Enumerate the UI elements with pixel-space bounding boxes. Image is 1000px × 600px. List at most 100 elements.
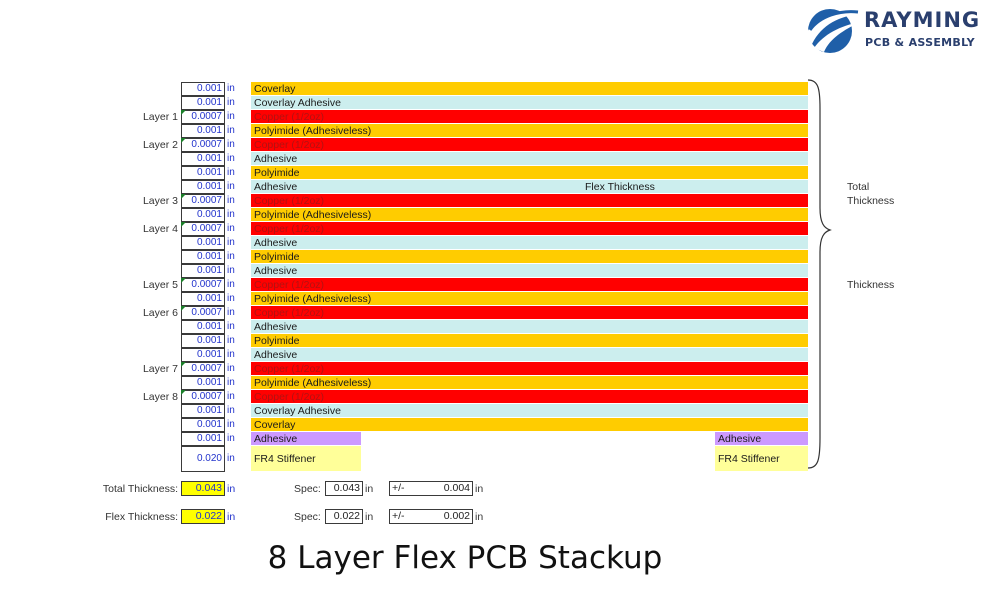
layer-thickness-value[interactable]: 0.0007	[181, 110, 225, 124]
stack-row: Layer 6 0.0007 in Copper (1/2oz)	[0, 306, 1000, 320]
layer-thickness-value[interactable]: 0.001	[181, 208, 225, 222]
stack-row: 0.001 in Adhesive	[0, 348, 1000, 362]
logo-subtitle: PCB & ASSEMBLY	[865, 36, 975, 49]
stack-row: 0.001 in Polyimide (Adhesiveless)	[0, 292, 1000, 306]
material-bar-copper: Copper (1/2oz)	[251, 138, 808, 152]
layer-thickness-value[interactable]: 0.001	[181, 166, 225, 180]
material-bar-copper: Copper (1/2oz)	[251, 110, 808, 124]
stack-row: 0.001 in Adhesive	[0, 264, 1000, 278]
stack-row: 0.020 in FR4 Stiffener FR4 Stiffener	[0, 446, 1000, 472]
layer-unit: in	[227, 181, 235, 192]
material-bar-copper: Copper (1/2oz)	[251, 194, 808, 208]
layer-unit: in	[227, 139, 235, 150]
material-bar-copper: Copper (1/2oz)	[251, 306, 808, 320]
layer-thickness-value[interactable]: 0.001	[181, 432, 225, 446]
layer-unit: in	[227, 167, 235, 178]
layer-thickness-value[interactable]: 0.0007	[181, 278, 225, 292]
total-spec-unit: in	[365, 483, 374, 495]
layer-thickness-value[interactable]: 0.001	[181, 180, 225, 194]
layer-number-label: Layer 3	[142, 195, 178, 207]
layer-thickness-value[interactable]: 0.0007	[181, 362, 225, 376]
layer-thickness-value[interactable]: 0.001	[181, 348, 225, 362]
flex-spec-value[interactable]: 0.022	[325, 509, 363, 524]
stack-row: Layer 1 0.0007 in Copper (1/2oz)	[0, 110, 1000, 124]
layer-unit: in	[227, 195, 235, 206]
layer-thickness-value[interactable]: 0.0007	[181, 306, 225, 320]
stack-row: 0.001 in Polyimide	[0, 250, 1000, 264]
material-bar-coverlay: Coverlay	[251, 418, 808, 432]
flex-spec-unit: in	[365, 511, 374, 523]
layer-thickness-value[interactable]: 0.001	[181, 376, 225, 390]
stack-row: Layer 8 0.0007 in Copper (1/2oz)	[0, 390, 1000, 404]
layer-thickness-value[interactable]: 0.0007	[181, 390, 225, 404]
layer-thickness-value[interactable]: 0.001	[181, 292, 225, 306]
layer-thickness-value[interactable]: 0.0007	[181, 138, 225, 152]
stack-row: Layer 7 0.0007 in Copper (1/2oz)	[0, 362, 1000, 376]
stack-row: 0.001 in Polyimide	[0, 166, 1000, 180]
layer-unit: in	[227, 125, 235, 136]
layer-thickness-value[interactable]: 0.0007	[181, 222, 225, 236]
layer-unit: in	[227, 223, 235, 234]
material-bar-adhesive: Coverlay Adhesive	[251, 96, 808, 110]
layer-unit: in	[227, 97, 235, 108]
material-bar-purple: Adhesive	[251, 432, 361, 446]
flex-spec-label: Spec:	[294, 511, 321, 523]
layer-thickness-value[interactable]: 0.001	[181, 334, 225, 348]
layer-thickness-value[interactable]: 0.001	[181, 404, 225, 418]
material-bar-stiffener: FR4 Stiffener	[715, 446, 808, 472]
layer-number-label: Layer 1	[142, 111, 178, 123]
layer-thickness-value[interactable]: 0.001	[181, 418, 225, 432]
stack-row: 0.001 in Adhesive Flex Thickness	[0, 180, 1000, 194]
thickness-side-label: Thickness	[847, 279, 895, 291]
layer-unit: in	[227, 237, 235, 248]
total-thickness-value[interactable]: 0.043	[181, 481, 225, 496]
stack-row: 0.001 in Adhesive	[0, 236, 1000, 250]
layer-thickness-value[interactable]: 0.0007	[181, 194, 225, 208]
logo-name: RAYMING	[864, 8, 981, 32]
stack-row: 0.001 in Polyimide (Adhesiveless)	[0, 124, 1000, 138]
layer-unit: in	[227, 391, 235, 402]
layer-unit: in	[227, 293, 235, 304]
layer-thickness-value[interactable]: 0.001	[181, 96, 225, 110]
stack-row: 0.001 in Adhesive Adhesive	[0, 432, 1000, 446]
layer-thickness-value[interactable]: 0.001	[181, 124, 225, 138]
layer-unit: in	[227, 349, 235, 360]
material-bar-adhesive: Adhesive	[251, 320, 808, 334]
material-bar-adhesive: Adhesive	[251, 264, 808, 278]
layer-unit: in	[227, 265, 235, 276]
layer-thickness-value[interactable]: 0.001	[181, 264, 225, 278]
layer-thickness-value[interactable]: 0.001	[181, 320, 225, 334]
flex-thickness-label: Flex Thickness:	[105, 511, 178, 523]
stack-row: Layer 4 0.0007 in Copper (1/2oz)	[0, 222, 1000, 236]
material-bar-polyimide: Polyimide	[251, 334, 808, 348]
flex-thickness-unit: in	[227, 511, 236, 523]
layer-thickness-value[interactable]: 0.020	[181, 446, 225, 472]
material-bar-adhesive: Adhesive	[251, 180, 808, 194]
material-bar-polyimide: Polyimide (Adhesiveless)	[251, 376, 808, 390]
stack-row: Layer 5 0.0007 in Copper (1/2oz)	[0, 278, 1000, 292]
total-spec-value[interactable]: 0.043	[325, 481, 363, 496]
layer-unit: in	[227, 251, 235, 262]
layer-thickness-value[interactable]: 0.001	[181, 236, 225, 250]
layer-unit: in	[227, 453, 235, 464]
layer-thickness-value[interactable]: 0.001	[181, 250, 225, 264]
material-bar-adhesive: Coverlay Adhesive	[251, 404, 808, 418]
layer-number-label: Layer 5	[142, 279, 178, 291]
flex-tolerance-unit: in	[475, 511, 484, 523]
material-bar-copper: Copper (1/2oz)	[251, 362, 808, 376]
layer-thickness-value[interactable]: 0.001	[181, 152, 225, 166]
layer-unit: in	[227, 335, 235, 346]
total-tolerance-field[interactable]: +/- 0.004	[389, 481, 473, 496]
stack-row: Layer 3 0.0007 in Copper (1/2oz)	[0, 194, 1000, 208]
material-bar-polyimide: Polyimide (Adhesiveless)	[251, 208, 808, 222]
total-tolerance-value: 0.004	[443, 482, 470, 494]
layer-thickness-value[interactable]: 0.001	[181, 82, 225, 96]
stack-row: 0.001 in Polyimide (Adhesiveless)	[0, 376, 1000, 390]
flex-tolerance-field[interactable]: +/- 0.002	[389, 509, 473, 524]
material-bar-adhesive: Adhesive	[251, 152, 808, 166]
layer-number-label: Layer 2	[142, 139, 178, 151]
rayming-logo-icon	[806, 9, 860, 53]
diagram-caption: 8 Layer Flex PCB Stackup	[267, 540, 663, 576]
flex-thickness-value[interactable]: 0.022	[181, 509, 225, 524]
material-bar-polyimide: Polyimide (Adhesiveless)	[251, 124, 808, 138]
